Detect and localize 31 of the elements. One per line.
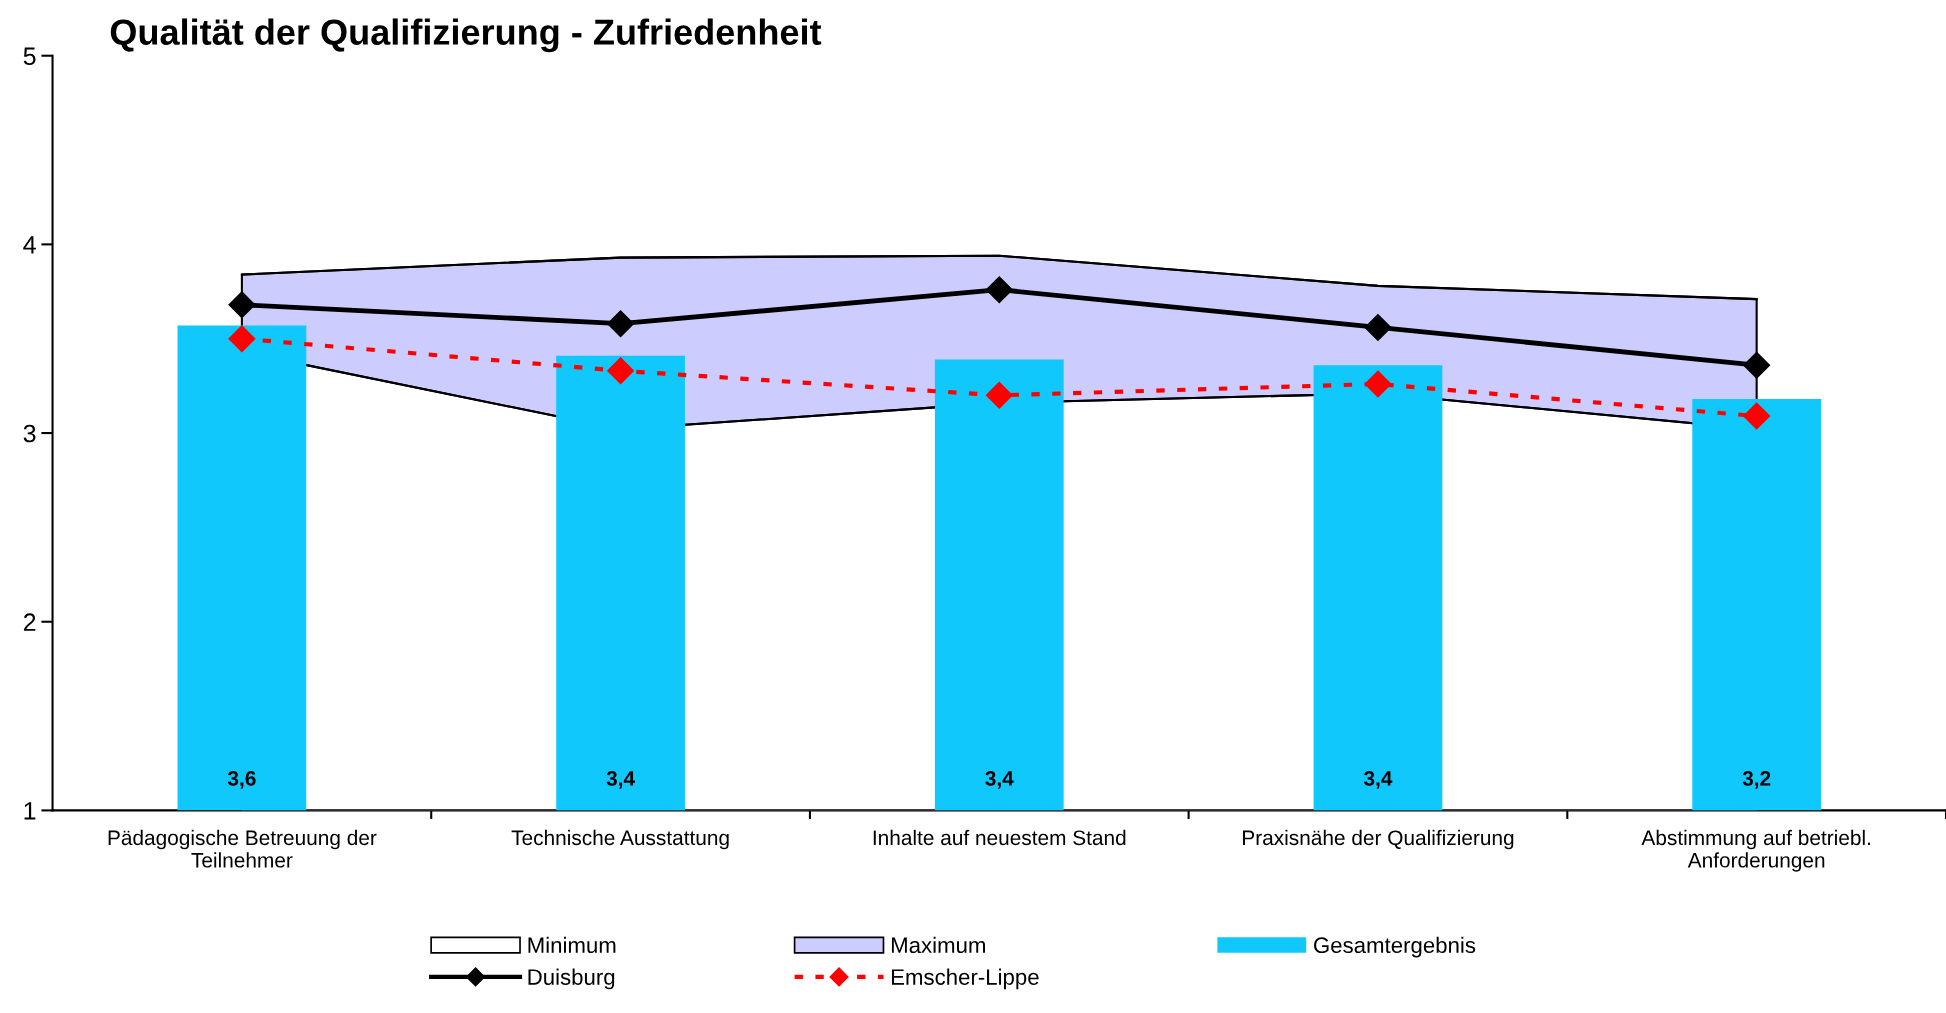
legend-label: Minimum bbox=[528, 936, 616, 954]
y-tick-label: 4 bbox=[23, 236, 36, 254]
x-tick-label: Praxisnähe der Qualifizierung bbox=[1243, 829, 1514, 850]
legend-label: Emscher-Lippe bbox=[891, 968, 1039, 990]
point bbox=[1743, 402, 1771, 430]
point bbox=[1743, 351, 1771, 379]
point bbox=[985, 381, 1013, 409]
point bbox=[607, 357, 635, 385]
data-label: 3,6 bbox=[227, 771, 256, 789]
data-label: 3,4 bbox=[606, 771, 635, 789]
point bbox=[1364, 313, 1392, 341]
x-tick-label: Inhalte auf neuestem Stand bbox=[873, 829, 1126, 846]
legend-label: Gesamtergebnis bbox=[1314, 936, 1476, 958]
y-tick-label: 2 bbox=[23, 613, 36, 631]
point bbox=[228, 325, 256, 353]
y-tick-label: 1 bbox=[24, 802, 36, 820]
x-tick-label: Pädagogische Betreuung der Teilnehmer bbox=[108, 829, 377, 868]
data-label: 3,2 bbox=[1742, 771, 1771, 789]
data-label: 3,4 bbox=[1363, 771, 1393, 789]
x-tick-label: Technische Ausstattung bbox=[511, 829, 729, 850]
point bbox=[1364, 370, 1392, 398]
legend-label: Duisburg bbox=[528, 968, 615, 990]
x-tick-label: Abstimmung auf betriebl. Anforderungen bbox=[1641, 829, 1870, 872]
y-tick-label: 5 bbox=[23, 47, 36, 66]
legend-label: Maximum bbox=[891, 936, 985, 954]
chart-title: Qualität der Qualifizierung - Zufriedenheit bbox=[110, 18, 822, 53]
y-tick-label: 3 bbox=[23, 424, 36, 443]
point bbox=[607, 310, 635, 338]
point bbox=[985, 276, 1013, 304]
point bbox=[228, 291, 256, 319]
data-label: 3,4 bbox=[985, 771, 1014, 789]
